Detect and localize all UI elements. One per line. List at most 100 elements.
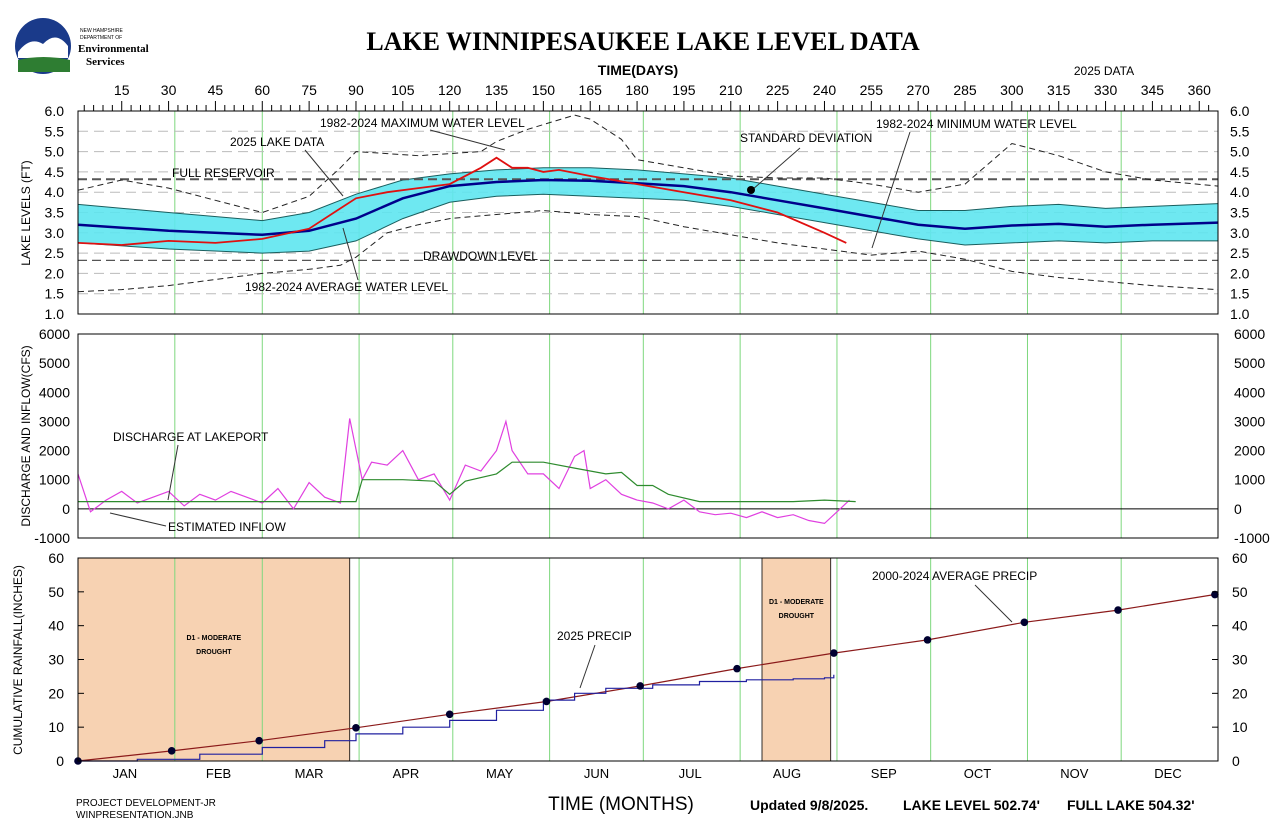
tick-label-level-left: 2.5 xyxy=(45,245,65,261)
avg-precip-point xyxy=(1211,590,1219,599)
tick-label-rain-right: 60 xyxy=(1232,550,1248,566)
tick-label-level-left: 4.0 xyxy=(45,184,65,200)
tick-label-level-right: 3.0 xyxy=(1230,225,1250,241)
month-label-dec: DEC xyxy=(1154,766,1181,781)
day-tick-label: 300 xyxy=(1000,82,1024,98)
day-tick-label: 180 xyxy=(625,82,649,98)
std-deviation-upper-line xyxy=(77,167,1219,222)
des-logo: NEW HAMPSHIRE DEPARTMENT OF Environmenta… xyxy=(15,18,149,74)
avg-precip-point xyxy=(636,682,644,690)
avg-precip-point xyxy=(445,710,454,719)
data-year-label: 2025 DATA xyxy=(1074,64,1134,78)
annot-inflow-arrow xyxy=(109,512,167,527)
tick-label-flow-right: 1000 xyxy=(1234,472,1265,488)
avg-precip-point xyxy=(542,697,551,706)
tick-label-flow-left: 4000 xyxy=(39,384,70,400)
ylabel-rainfall: CUMULATIVE RAINFALL(INCHES) xyxy=(11,565,25,755)
annot-inflow: ESTIMATED INFLOW xyxy=(168,520,286,534)
footer-full-lake: FULL LAKE 504.32' xyxy=(1067,797,1195,813)
annot-2025-data-arrow xyxy=(304,149,344,197)
annot-max-level: 1982-2024 MAXIMUM WATER LEVEL xyxy=(320,116,525,130)
annot-2025-data: 2025 LAKE DATA xyxy=(230,135,324,149)
tick-label-level-left: 3.5 xyxy=(45,205,65,221)
annot-avg-precip-arrow xyxy=(974,584,1013,623)
tick-label-level-right: 4.0 xyxy=(1230,184,1250,200)
bottom-axis-label: TIME (MONTHS) xyxy=(548,794,694,815)
min-water-level-line xyxy=(77,209,1219,293)
drought-label-1-a: D1 - MODERATE xyxy=(187,635,242,642)
tick-label-flow-right: 3000 xyxy=(1234,413,1265,429)
month-label-aug: AUG xyxy=(773,766,801,781)
precip-2025-line xyxy=(78,674,835,762)
day-tick-label: 330 xyxy=(1094,82,1118,98)
tick-label-level-left: 4.5 xyxy=(45,164,65,180)
tick-label-level-right: 2.5 xyxy=(1230,245,1250,261)
tick-label-level-left: 2.0 xyxy=(45,265,65,281)
day-tick-label: 360 xyxy=(1188,82,1212,98)
annot-2025-precip: 2025 PRECIP xyxy=(557,629,632,643)
tick-label-flow-left: 1000 xyxy=(39,472,70,488)
tick-label-flow-left: 2000 xyxy=(39,443,70,459)
tick-label-rain-right: 20 xyxy=(1232,685,1248,701)
day-tick-label: 225 xyxy=(766,82,790,98)
footer-project: PROJECT DEVELOPMENT-JR xyxy=(76,798,216,809)
tick-label-flow-left: 0 xyxy=(62,501,70,517)
logo-text-1: NEW HAMPSHIRE xyxy=(80,28,123,34)
annot-2025-precip-arrow xyxy=(579,644,596,689)
drought-label-2-a: D1 - MODERATE xyxy=(769,599,824,606)
avg-water-level-line xyxy=(77,178,1219,237)
day-tick-label: 90 xyxy=(348,82,364,98)
footer-file: WINPRESENTATION.JNB xyxy=(76,810,194,821)
avg-precip-point xyxy=(255,736,263,745)
std-dev-marker xyxy=(747,186,755,194)
drawdown-level-label: DRAWDOWN LEVEL xyxy=(423,249,538,263)
tick-label-flow-right: 6000 xyxy=(1234,326,1265,342)
annot-avg-level-arrow xyxy=(342,227,359,281)
std-deviation-band xyxy=(78,167,1218,254)
annot-discharge: DISCHARGE AT LAKEPORT xyxy=(113,430,269,444)
tick-label-rain-left: 20 xyxy=(48,685,64,701)
tick-label-rain-right: 30 xyxy=(1232,652,1248,668)
avg-precip-point xyxy=(167,747,176,755)
tick-label-flow-right: -1000 xyxy=(1234,530,1270,546)
drought-label-1-b: DROUGHT xyxy=(196,649,232,656)
annot-max-level-arrow xyxy=(429,129,506,151)
day-tick-label: 45 xyxy=(208,82,224,98)
month-label-mar: MAR xyxy=(295,766,324,781)
avg-precip-point xyxy=(1020,618,1029,627)
max-water-level-line xyxy=(77,114,1219,214)
tick-label-flow-left: -1000 xyxy=(34,530,70,546)
tick-label-level-right: 1.5 xyxy=(1230,286,1250,302)
tick-label-flow-left: 5000 xyxy=(39,355,70,371)
day-tick-label: 240 xyxy=(813,82,837,98)
tick-label-flow-right: 5000 xyxy=(1234,355,1265,371)
day-tick-label: 120 xyxy=(438,82,462,98)
tick-label-level-left: 3.0 xyxy=(45,225,65,241)
month-label-sep: SEP xyxy=(871,766,897,781)
tick-label-rain-right: 50 xyxy=(1232,584,1248,600)
logo-mountain xyxy=(18,37,68,58)
tick-label-level-right: 3.5 xyxy=(1230,205,1250,221)
ylabel-lake-levels: LAKE LEVELS (FT) xyxy=(19,160,33,265)
month-label-oct: OCT xyxy=(964,766,992,781)
avg-precip-point xyxy=(352,724,360,732)
month-label-nov: NOV xyxy=(1060,766,1089,781)
day-tick-label: 255 xyxy=(860,82,884,98)
logo-text-4: Services xyxy=(86,56,125,68)
tick-label-rain-left: 30 xyxy=(48,652,64,668)
avg-precip-point xyxy=(733,664,741,673)
tick-label-rain-right: 0 xyxy=(1232,753,1240,769)
std-deviation-lower-line xyxy=(77,193,1218,254)
lake-2025-line xyxy=(77,156,847,246)
tick-label-level-left: 5.5 xyxy=(45,123,65,139)
tick-label-flow-right: 2000 xyxy=(1234,443,1265,459)
day-tick-label: 195 xyxy=(672,82,696,98)
tick-label-rain-right: 40 xyxy=(1232,618,1248,634)
ylabel-discharge: DISCHARGE AND INFLOW(CFS) xyxy=(19,345,33,526)
tick-label-level-right: 6.0 xyxy=(1230,103,1250,119)
tick-label-rain-left: 10 xyxy=(48,719,64,735)
discharge-line xyxy=(78,461,856,503)
month-label-jan: JAN xyxy=(113,766,138,781)
day-tick-label: 30 xyxy=(161,82,177,98)
